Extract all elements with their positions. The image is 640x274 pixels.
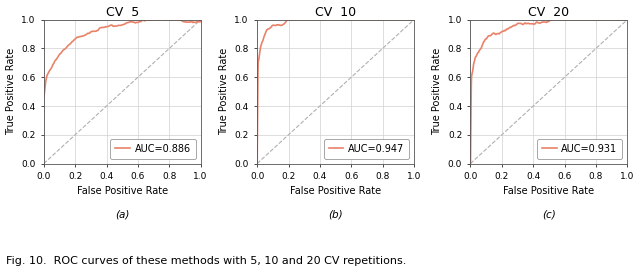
X-axis label: False Positive Rate: False Positive Rate xyxy=(503,186,595,196)
Text: (c): (c) xyxy=(542,210,556,219)
Legend: AUC=0.947: AUC=0.947 xyxy=(324,139,409,159)
Text: Fig. 10.  ROC curves of these methods with 5, 10 and 20 CV repetitions.: Fig. 10. ROC curves of these methods wit… xyxy=(6,256,407,266)
Title: CV  20: CV 20 xyxy=(528,5,570,19)
Legend: AUC=0.931: AUC=0.931 xyxy=(537,139,622,159)
X-axis label: False Positive Rate: False Positive Rate xyxy=(77,186,168,196)
Title: CV  10: CV 10 xyxy=(315,5,356,19)
Y-axis label: True Positive Rate: True Positive Rate xyxy=(6,48,15,135)
Text: (b): (b) xyxy=(328,210,343,219)
Legend: AUC=0.886: AUC=0.886 xyxy=(111,139,196,159)
Y-axis label: True Positive Rate: True Positive Rate xyxy=(219,48,229,135)
Text: (a): (a) xyxy=(115,210,129,219)
X-axis label: False Positive Rate: False Positive Rate xyxy=(290,186,381,196)
Title: CV  5: CV 5 xyxy=(106,5,139,19)
Y-axis label: True Positive Rate: True Positive Rate xyxy=(432,48,442,135)
